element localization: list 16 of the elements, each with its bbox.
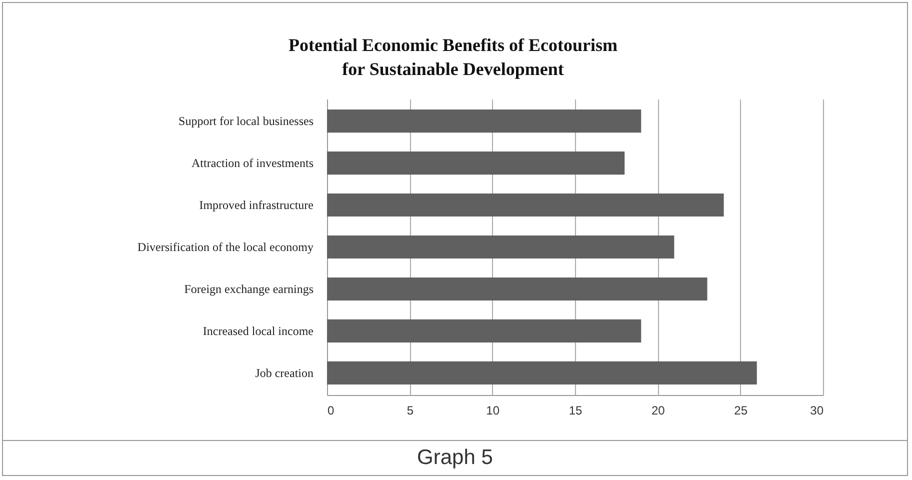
y-tick-label: Improved infrastructure xyxy=(199,198,314,212)
y-tick-label: Diversification of the local economy xyxy=(138,240,314,254)
y-tick-label: Job creation xyxy=(255,366,314,380)
y-tick-label: Increased local income xyxy=(202,324,314,338)
x-tick-label: 5 xyxy=(406,404,414,418)
x-tick-label: 10 xyxy=(486,404,500,418)
x-tick-label: 20 xyxy=(651,404,666,418)
y-tick-label: Support for local businesses xyxy=(178,114,314,128)
x-tick-label: 30 xyxy=(810,404,824,418)
x-tick-label: 15 xyxy=(568,404,582,418)
chart-title: Potential Economic Benefits of Ecotourism for Sustainable Development xyxy=(288,35,618,79)
x-tick-label: 25 xyxy=(734,404,748,418)
x-tick-label: 0 xyxy=(328,404,334,418)
y-tick-label: Foreign exchange earnings xyxy=(184,282,314,296)
caption: Graph 5 xyxy=(416,446,494,470)
y-tick-label: Attraction of investments xyxy=(192,156,314,170)
